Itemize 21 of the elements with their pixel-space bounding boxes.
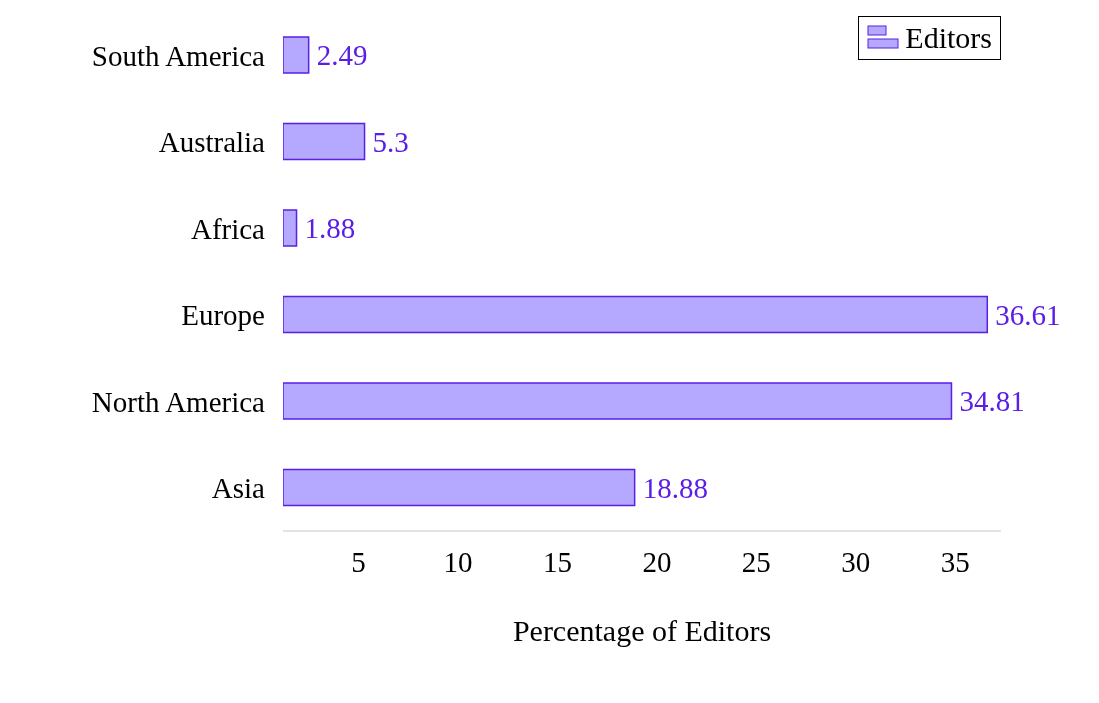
y-tick-label: North America bbox=[91, 385, 266, 418]
x-tick-label: 25 bbox=[741, 545, 771, 578]
legend-label: Editors bbox=[905, 21, 992, 55]
data-label: 5.3 bbox=[372, 125, 409, 158]
y-tick-label: South America bbox=[91, 39, 266, 72]
y-tick-label: Africa bbox=[190, 212, 266, 245]
data-label: 36.61 bbox=[995, 298, 1061, 331]
x-tick-label: 15 bbox=[542, 545, 572, 578]
x-tick-label: 5 bbox=[351, 545, 366, 578]
data-label: 2.49 bbox=[316, 39, 368, 72]
data-label: 34.81 bbox=[959, 385, 1025, 418]
x-axis-title: Percentage of Editors bbox=[512, 614, 772, 647]
x-tick-label: 30 bbox=[841, 545, 871, 578]
x-tick-label: 35 bbox=[940, 545, 970, 578]
y-tick-label: Europe bbox=[181, 299, 265, 332]
data-label: 1.88 bbox=[304, 212, 356, 245]
x-tick-label: 20 bbox=[642, 545, 672, 578]
data-label: 18.88 bbox=[642, 471, 708, 504]
y-tick-label: Australia bbox=[158, 126, 266, 159]
x-tick-label: 10 bbox=[443, 545, 473, 578]
y-tick-label: Asia bbox=[211, 472, 266, 505]
